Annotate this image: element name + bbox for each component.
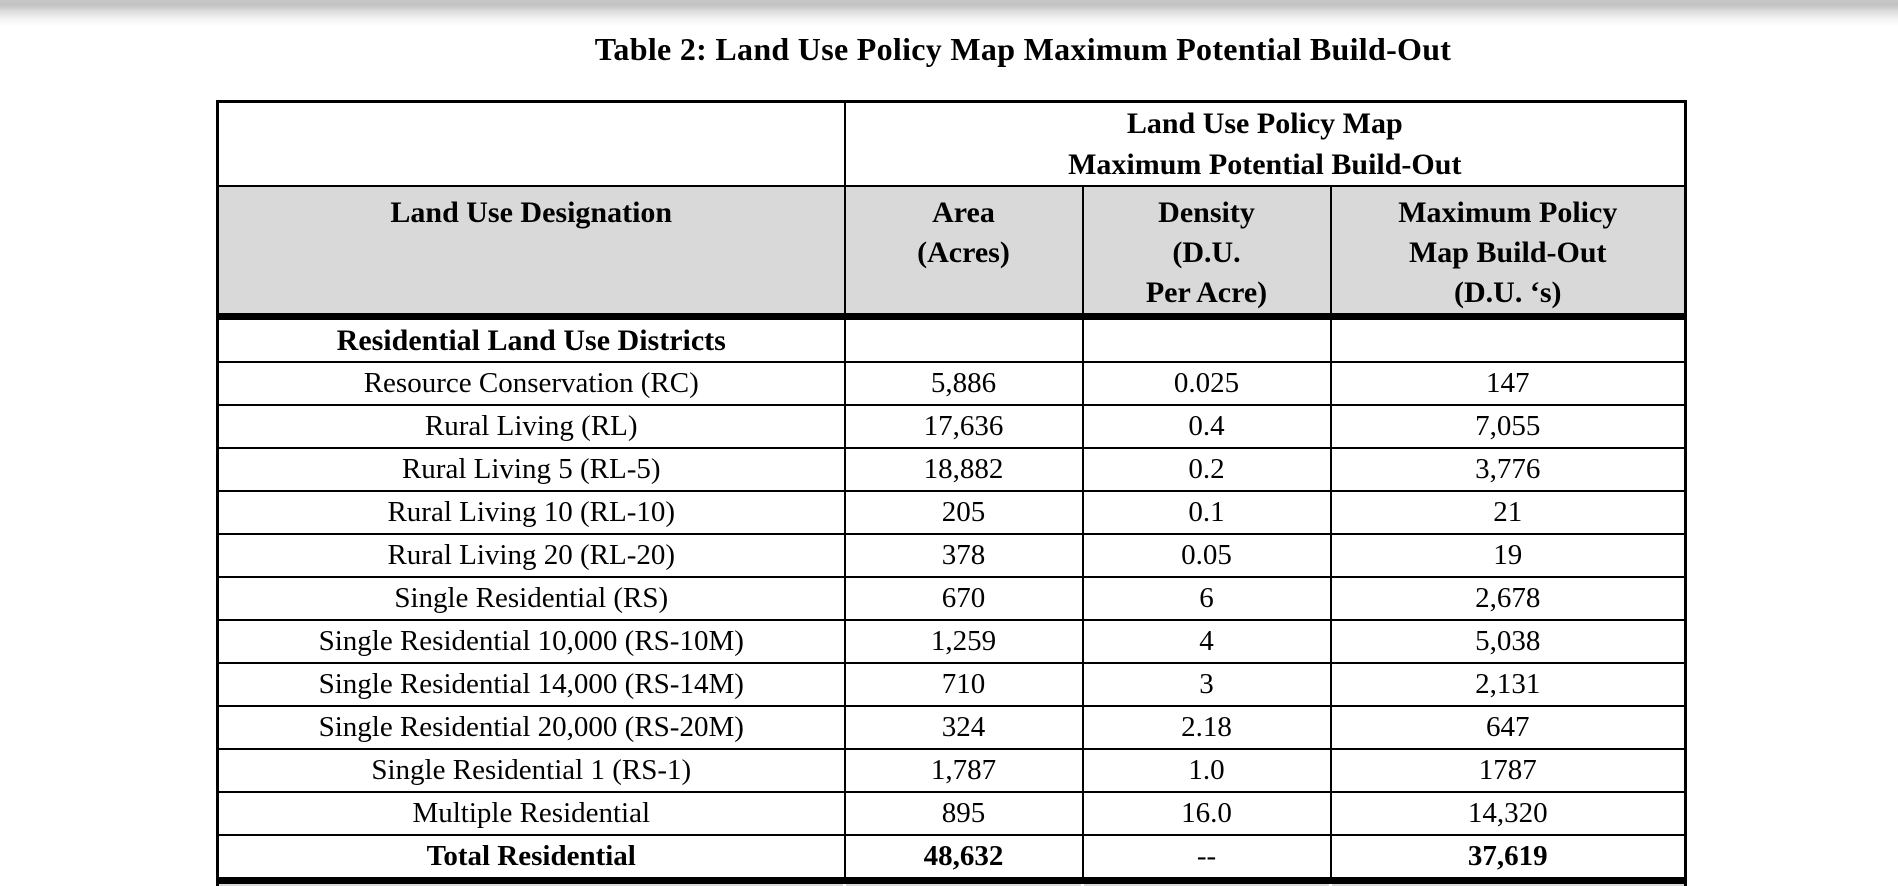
- table-row: Single Residential 10,000 (RS-10M) 1,259…: [216, 619, 1687, 664]
- designation-cell: Single Residential 10,000 (RS-10M): [216, 619, 846, 664]
- table-group-header-row: Land Use Policy Map Maximum Potential Bu…: [216, 100, 1687, 187]
- designation-header-cell: Land Use Designation: [216, 185, 846, 320]
- designation-cell: Rural Living 10 (RL-10): [216, 490, 846, 535]
- total-label-cell: Total Residential: [216, 834, 846, 884]
- empty-cell: [1081, 315, 1332, 363]
- page-top-shadow: [0, 0, 1898, 26]
- density-cell: 0.025: [1081, 361, 1332, 406]
- section-header-row: Residential Land Use Districts: [216, 315, 1687, 363]
- area-cell: 18,882: [843, 447, 1084, 492]
- density-cell: 0.2: [1081, 447, 1332, 492]
- buildout-cell: 7,055: [1329, 404, 1687, 449]
- designation-cell: Multiple Residential: [216, 791, 846, 836]
- buildout-cell: 1787: [1329, 748, 1687, 793]
- designation-cell: Single Residential 14,000 (RS-14M): [216, 662, 846, 707]
- area-cell: 710: [843, 662, 1084, 707]
- area-cell: 1,259: [843, 619, 1084, 664]
- area-header-cell: Area (Acres): [843, 185, 1084, 320]
- designation-cell: Resource Conservation (RC): [216, 361, 846, 406]
- total-area-cell: 48,632: [843, 834, 1084, 884]
- designation-cell: Single Residential (RS): [216, 576, 846, 621]
- table-row: Rural Living 20 (RL-20) 378 0.05 19: [216, 533, 1687, 578]
- empty-cell: [216, 879, 846, 886]
- designation-cell: Rural Living 5 (RL-5): [216, 447, 846, 492]
- buildout-header-cell: Maximum Policy Map Build-Out (D.U. ‘s): [1329, 185, 1687, 320]
- table-row: Rural Living (RL) 17,636 0.4 7,055: [216, 404, 1687, 449]
- total-density-cell: --: [1081, 834, 1332, 884]
- total-buildout-cell: 37,619: [1329, 834, 1687, 884]
- area-cell: 205: [843, 490, 1084, 535]
- density-cell: 4: [1081, 619, 1332, 664]
- density-cell: 6: [1081, 576, 1332, 621]
- table-row: Single Residential 14,000 (RS-14M) 710 3…: [216, 662, 1687, 707]
- area-cell: 378: [843, 533, 1084, 578]
- group-header-cell: Land Use Policy Map Maximum Potential Bu…: [843, 100, 1687, 187]
- density-cell: 0.05: [1081, 533, 1332, 578]
- table-row: Single Residential (RS) 670 6 2,678: [216, 576, 1687, 621]
- area-cell: 17,636: [843, 404, 1084, 449]
- buildout-cell: 5,038: [1329, 619, 1687, 664]
- buildout-cell: 2,678: [1329, 576, 1687, 621]
- table-column-header-row: Land Use Designation Area (Acres) Densit…: [216, 185, 1687, 320]
- empty-cell: [843, 315, 1084, 363]
- empty-cell: [843, 879, 1084, 886]
- area-cell: 895: [843, 791, 1084, 836]
- table-row: Rural Living 5 (RL-5) 18,882 0.2 3,776: [216, 447, 1687, 492]
- table-caption: Table 2: Land Use Policy Map Maximum Pot…: [594, 31, 1452, 67]
- empty-cell: [1081, 879, 1332, 886]
- table-row: Multiple Residential 895 16.0 14,320: [216, 791, 1687, 836]
- buildout-cell: 647: [1329, 705, 1687, 750]
- area-cell: 670: [843, 576, 1084, 621]
- area-cell: 324: [843, 705, 1084, 750]
- table-row: Single Residential 20,000 (RS-20M) 324 2…: [216, 705, 1687, 750]
- designation-cell: Single Residential 20,000 (RS-20M): [216, 705, 846, 750]
- empty-corner-cell: [216, 100, 846, 187]
- table-row: Single Residential 1 (RS-1) 1,787 1.0 17…: [216, 748, 1687, 793]
- buildout-cell: 14,320: [1329, 791, 1687, 836]
- buildout-cell: 2,131: [1329, 662, 1687, 707]
- total-row: Total Residential 48,632 -- 37,619: [216, 834, 1687, 884]
- section-header-cell: Residential Land Use Districts: [216, 315, 846, 363]
- density-cell: 1.0: [1081, 748, 1332, 793]
- density-header-cell: Density (D.U. Per Acre): [1081, 185, 1332, 320]
- buildout-cell: 19: [1329, 533, 1687, 578]
- buildout-cell: 21: [1329, 490, 1687, 535]
- density-cell: 0.1: [1081, 490, 1332, 535]
- area-cell: 5,886: [843, 361, 1084, 406]
- buildout-cell: 3,776: [1329, 447, 1687, 492]
- table-row: Resource Conservation (RC) 5,886 0.025 1…: [216, 361, 1687, 406]
- next-section-row-partial: [216, 879, 1687, 886]
- buildout-cell: 147: [1329, 361, 1687, 406]
- designation-cell: Single Residential 1 (RS-1): [216, 748, 846, 793]
- designation-cell: Rural Living (RL): [216, 404, 846, 449]
- density-cell: 16.0: [1081, 791, 1332, 836]
- density-cell: 2.18: [1081, 705, 1332, 750]
- density-cell: 0.4: [1081, 404, 1332, 449]
- empty-cell: [1329, 315, 1687, 363]
- table-row: Rural Living 10 (RL-10) 205 0.1 21: [216, 490, 1687, 535]
- designation-cell: Rural Living 20 (RL-20): [216, 533, 846, 578]
- landuse-buildout-table: Land Use Policy Map Maximum Potential Bu…: [216, 100, 1688, 886]
- empty-cell: [1328, 879, 1687, 886]
- area-cell: 1,787: [843, 748, 1084, 793]
- density-cell: 3: [1081, 662, 1332, 707]
